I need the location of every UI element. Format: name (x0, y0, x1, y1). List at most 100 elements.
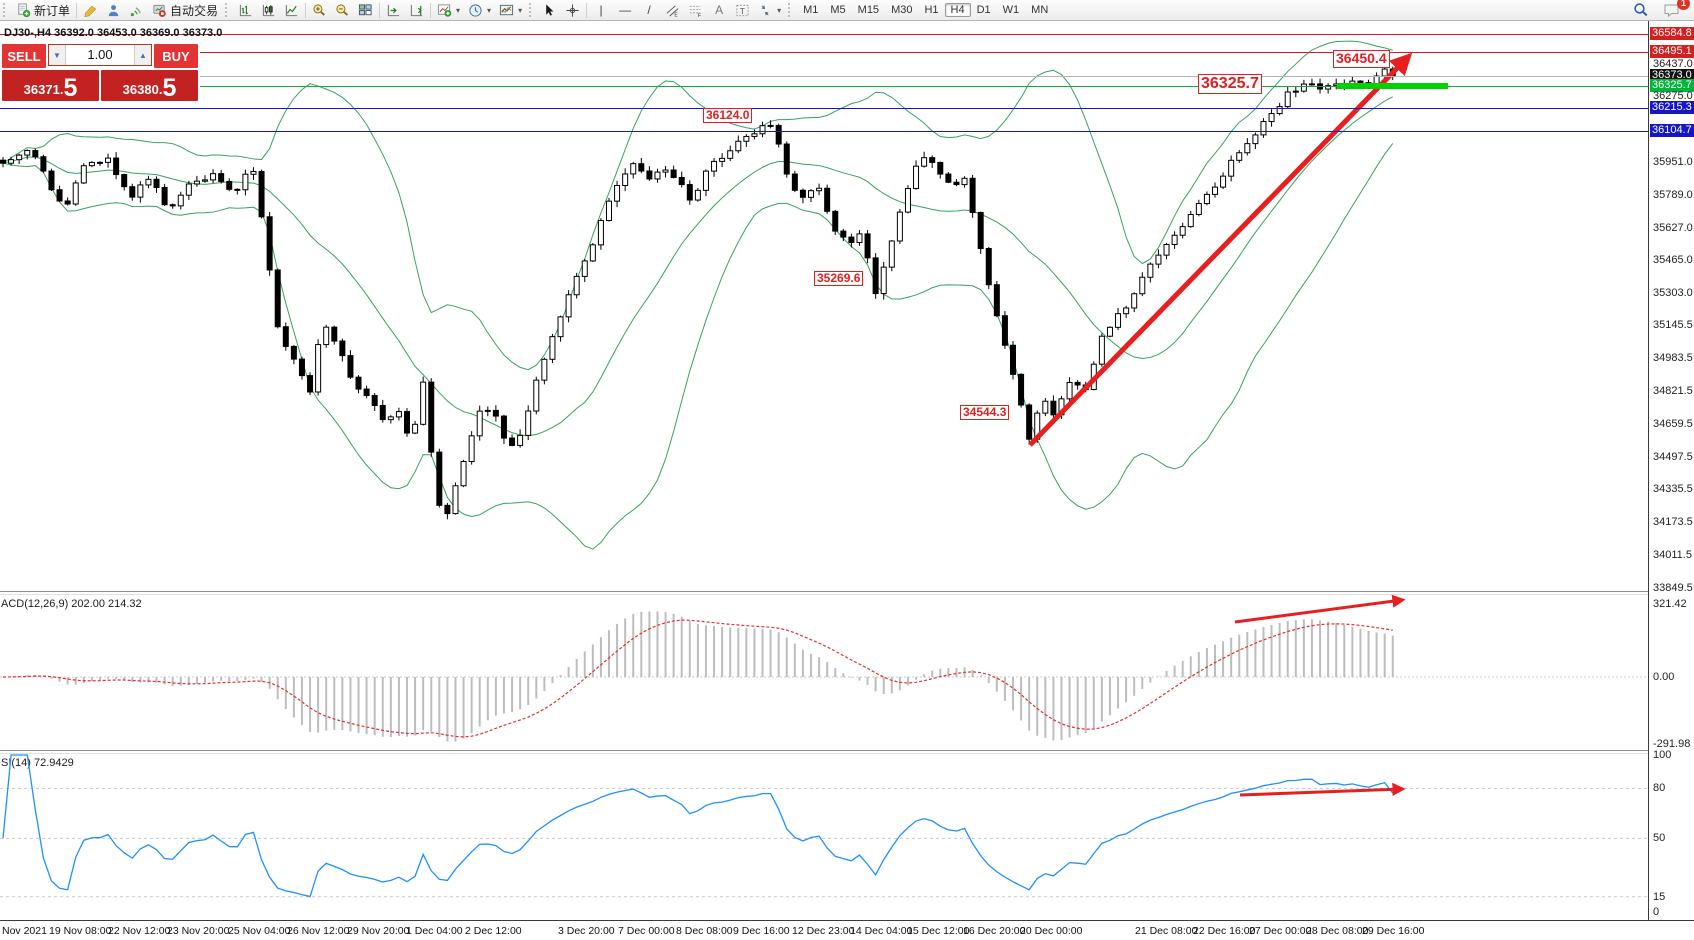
timeframe-d1[interactable]: D1 (976, 4, 991, 16)
periods-button[interactable]: ▾ (464, 0, 495, 20)
autotrade-button[interactable]: 自动交易 (148, 0, 222, 20)
volume-input[interactable]: 1.00 (87, 47, 113, 62)
time-axis[interactable]: Nov 2021 19 Nov 08:00 22 Nov 12:00 23 Nov 2… (0, 920, 1694, 940)
line-chart-icon (284, 3, 299, 18)
trendline-tool-button[interactable]: / (637, 0, 661, 20)
time-axis-label: 16 Dec 20:00 (963, 925, 1026, 937)
signal-button[interactable] (125, 0, 148, 20)
trend-arrow-price (1028, 52, 1413, 447)
timeframe-mn[interactable]: MN (1031, 4, 1049, 16)
price-axis-tick: 34983.5 (1653, 352, 1693, 365)
ohlc-bars-button[interactable] (234, 0, 257, 20)
arrows-icon (758, 3, 773, 18)
channel-tool-button[interactable]: E (661, 0, 684, 20)
buy-price-display[interactable]: 36380. 5 (101, 70, 198, 101)
label-tool-button[interactable]: T (731, 0, 754, 20)
templates-button[interactable]: ▾ (495, 0, 526, 20)
level-line-36325.7[interactable] (0, 86, 1648, 88)
time-axis-label: 27 Dec 00:00 (1249, 925, 1312, 937)
pane-separator[interactable] (0, 750, 1648, 754)
cursor-icon (542, 3, 557, 18)
sell-price-display[interactable]: 36371. 5 (2, 70, 99, 101)
crosshair-icon (565, 3, 580, 18)
chart-shift-button[interactable] (405, 0, 428, 20)
pane-separator[interactable] (0, 591, 1648, 595)
time-axis-label: 7 Dec 00:00 (618, 925, 675, 937)
time-axis-label: 2 Dec 12:00 (465, 925, 522, 937)
dropdown-caret: ▾ (518, 5, 523, 15)
price-annotation: 36325.7 (1198, 74, 1262, 94)
timeframe-h4[interactable]: H4 (944, 3, 971, 17)
tile-windows-button[interactable] (354, 0, 377, 20)
sell-price-fraction: 5 (63, 74, 78, 102)
time-axis-label: 22 Nov 12:00 (108, 925, 171, 937)
toolbar-grip (529, 3, 535, 17)
toolbar-grip (3, 3, 9, 17)
level-line-36495.1[interactable] (0, 51, 1648, 53)
price-axis-tick: 34659.5 (1653, 417, 1693, 430)
price-axis-tick: 35465.0 (1653, 254, 1693, 267)
price-pane-canvas[interactable] (0, 21, 1648, 591)
level-line-36104.7[interactable] (0, 130, 1648, 132)
sell-button[interactable]: SELL (2, 44, 46, 68)
price-axis-tick: 35951.0 (1653, 156, 1693, 168)
zoom-in-icon (312, 3, 327, 18)
timeframe-m1[interactable]: M1 (803, 4, 819, 16)
hline-tool-button[interactable]: — (613, 0, 637, 20)
chart-title: DJ30-,H4 36392.0 36453.0 36369.0 36373.0 (4, 27, 223, 39)
fibonacci-tool-button[interactable]: F (684, 0, 707, 20)
time-axis-label: 22 Dec 16:00 (1193, 925, 1256, 937)
timeframe-m5[interactable]: M5 (830, 4, 846, 16)
time-axis-label: 26 Nov 12:00 (287, 925, 350, 937)
macd-pane-canvas[interactable] (0, 593, 1648, 750)
price-level-badge: 36495.1 (1650, 44, 1694, 58)
new-order-button[interactable]: 新订单 (12, 0, 74, 20)
time-axis-label: 21 Dec 08:00 (1135, 925, 1198, 937)
indicators-icon (437, 3, 452, 18)
level-line-36373.0[interactable] (0, 76, 1648, 78)
indicators-button[interactable]: ▾ (433, 0, 464, 20)
buy-button[interactable]: BUY (154, 44, 198, 68)
sell-price-dot: . (59, 82, 64, 97)
level-line-36215.3[interactable] (0, 108, 1648, 110)
chart-plot-area[interactable]: DJ30-,H4 36392.0 36453.0 36369.0 36373.0… (0, 21, 1649, 920)
timeframe-w1[interactable]: W1 (1002, 4, 1020, 16)
dropdown-caret: ▾ (456, 5, 461, 15)
arrows-tool-button[interactable]: ▾ (754, 0, 785, 20)
market-watch-button[interactable] (102, 0, 125, 20)
new-order-icon (16, 2, 31, 18)
buy-price-main: 36380 (122, 82, 159, 97)
level-line-36584.8[interactable] (0, 33, 1648, 35)
trend-arrow-macd (1234, 594, 1406, 624)
line-chart-mode-button[interactable] (280, 0, 303, 20)
chat-button[interactable]: 1 (1659, 0, 1690, 20)
candlestick-mode-button[interactable] (257, 0, 280, 20)
timeframe-m15[interactable]: M15 (857, 4, 880, 16)
price-axis[interactable]: 36584.8 36495.1 36373.0 36325.7 36215.3 36104… (1649, 21, 1694, 920)
timeframe-m30[interactable]: M30 (891, 4, 913, 16)
crosshair-tool-button[interactable] (561, 0, 584, 20)
macd-indicator-label: ACD(12,26,9) 202.00 214.32 (1, 598, 142, 610)
toolbar-grip (788, 3, 794, 17)
search-button[interactable] (1629, 0, 1653, 20)
autotrade-label: 自动交易 (170, 3, 219, 18)
marker-tool-button[interactable] (79, 0, 102, 20)
zoom-out-button[interactable] (331, 0, 354, 20)
text-tool-button[interactable]: A (707, 0, 731, 20)
auto-scroll-button[interactable] (382, 0, 405, 20)
timeframe-h1[interactable]: H1 (924, 4, 939, 16)
volume-increase-button[interactable]: ▲ (134, 45, 151, 65)
rsi-axis-tick: 0 (1653, 906, 1660, 918)
cursor-tool-button[interactable] (538, 0, 561, 20)
time-axis-label: 12 Dec 23:00 (792, 925, 855, 937)
zoom-in-button[interactable] (308, 0, 331, 20)
separator (305, 2, 307, 18)
price-annotation: 36124.0 (703, 108, 753, 124)
rsi-pane-canvas[interactable] (0, 752, 1648, 920)
time-axis-label: Nov 2021 (2, 925, 47, 937)
volume-decrease-button[interactable]: ▼ (49, 45, 66, 65)
time-axis-label: 19 Nov 08:00 (49, 925, 112, 937)
price-axis-tick: 35145.5 (1653, 319, 1693, 332)
vline-tool-button[interactable]: | (589, 0, 613, 20)
